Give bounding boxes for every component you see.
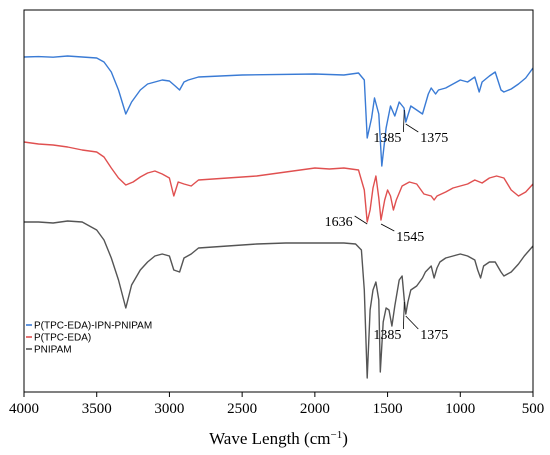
x-tick-label: 4000: [9, 401, 39, 417]
annotation-leader: [405, 123, 419, 133]
series-line-2: [23, 141, 534, 223]
x-tick-label: 2000: [300, 401, 330, 417]
x-tick-label: 1000: [445, 401, 475, 417]
x-axis: 4000 3500 3000 2500 2000 1500 1000 500: [9, 392, 544, 417]
legend-label: PNIPAM: [34, 345, 72, 356]
x-tick-label: 3500: [82, 401, 112, 417]
series-layer: [23, 55, 534, 379]
annotation-label: 1375: [420, 131, 448, 146]
x-tick-label: 500: [522, 401, 545, 417]
annotation-label: 1636: [325, 215, 353, 230]
annotation-label: 1385: [373, 328, 401, 343]
x-tick-label: 1500: [373, 401, 403, 417]
annotation-leader: [402, 109, 405, 133]
annotation-label: 1375: [420, 328, 448, 343]
legend-label: P(TPC-EDA): [34, 333, 91, 344]
x-tick-label: 3000: [154, 401, 184, 417]
annotation-label: 1385: [373, 131, 401, 146]
series-line-3: [24, 220, 534, 379]
legend-label: P(TPC-EDA)-IPN-PNIPAM: [34, 321, 152, 332]
x-axis-title-close: ): [342, 429, 348, 448]
x-axis-title: Wave Length (cm−1): [209, 429, 348, 448]
series-line-1: [23, 55, 534, 167]
x-tick-label: 2500: [227, 401, 257, 417]
annotation-layer: 1385 1375 1636 1545 1385 1375: [325, 109, 448, 343]
annotation-leader: [402, 301, 405, 330]
annotation-leader: [405, 315, 419, 330]
plot-frame: [23, 9, 534, 393]
annotation-leader: [380, 223, 395, 232]
annotation-leader: [354, 215, 368, 225]
annotation-label: 1545: [396, 230, 424, 245]
x-axis-title-superscript: −1: [330, 429, 342, 441]
x-axis-title-main: Wave Length (cm: [209, 429, 330, 448]
